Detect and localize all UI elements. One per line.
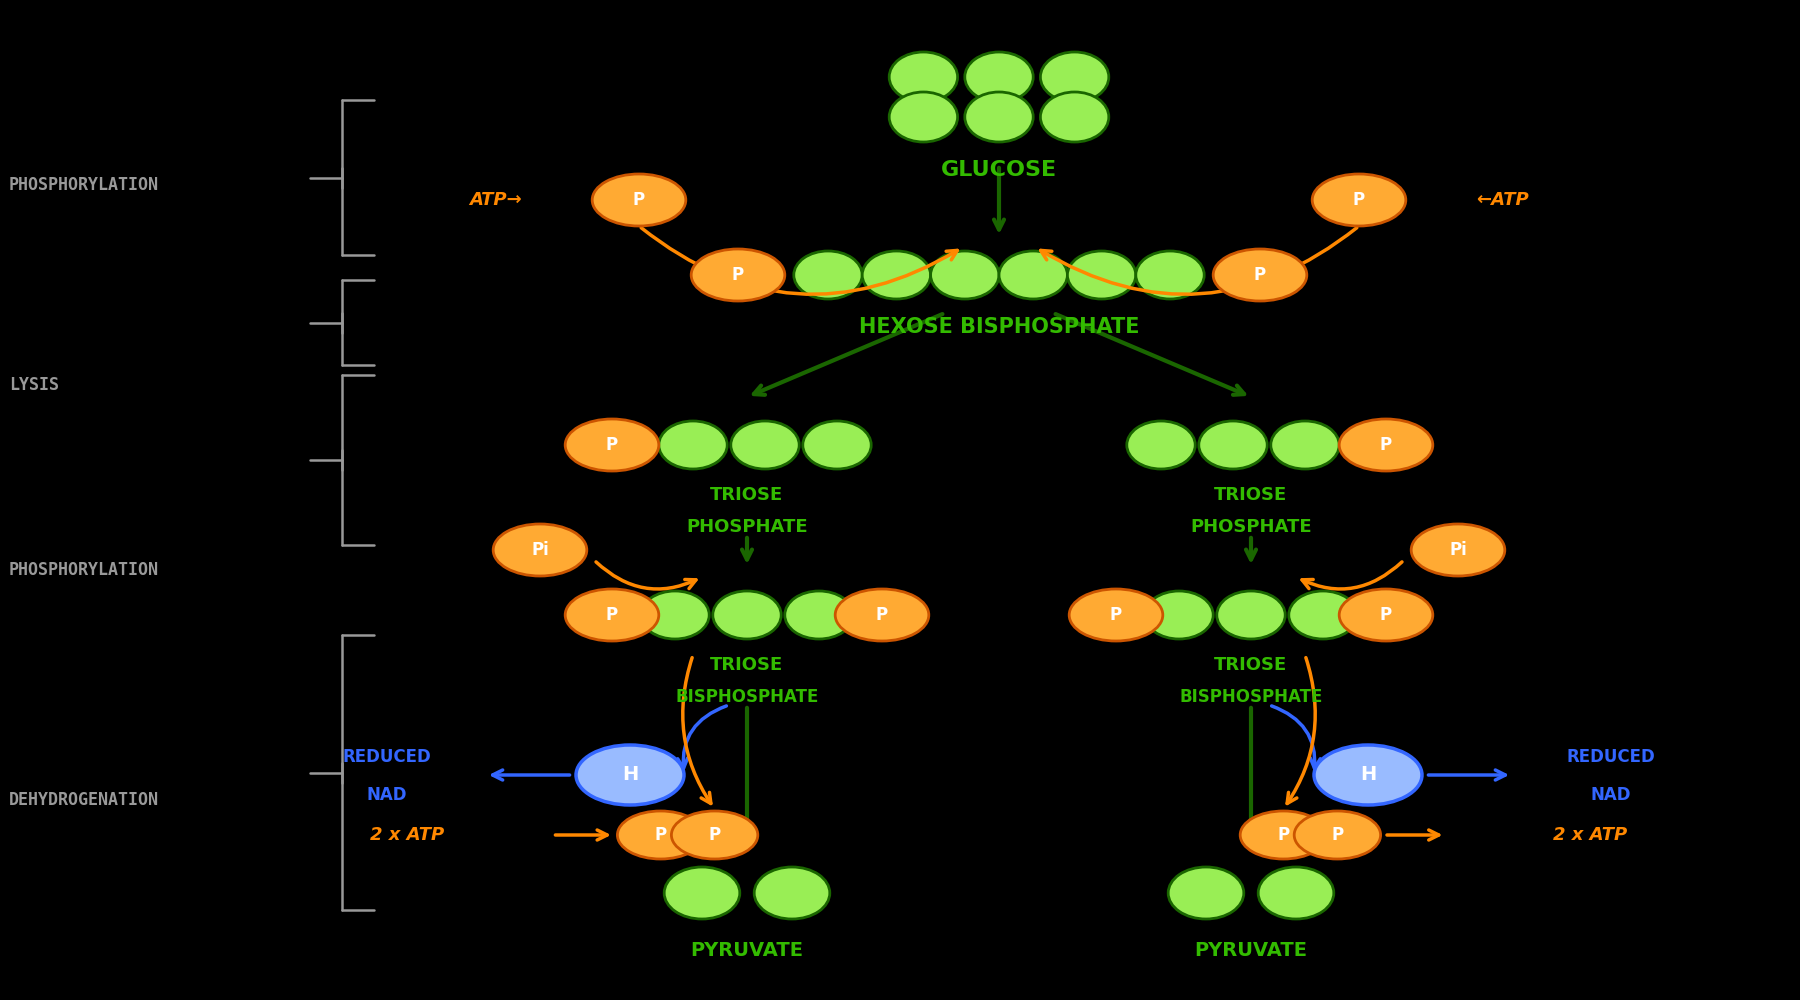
Text: 2 x ATP: 2 x ATP bbox=[371, 826, 445, 844]
Text: GLUCOSE: GLUCOSE bbox=[941, 160, 1057, 180]
Ellipse shape bbox=[999, 251, 1067, 299]
Text: REDUCED: REDUCED bbox=[342, 748, 432, 766]
Circle shape bbox=[1339, 419, 1433, 471]
Text: P: P bbox=[733, 266, 743, 284]
Ellipse shape bbox=[1258, 867, 1334, 919]
Text: PHOSPHATE: PHOSPHATE bbox=[1190, 518, 1312, 536]
Circle shape bbox=[565, 589, 659, 641]
Text: P: P bbox=[607, 436, 617, 454]
Circle shape bbox=[1069, 589, 1163, 641]
Text: P: P bbox=[877, 606, 887, 624]
Circle shape bbox=[576, 745, 684, 805]
Ellipse shape bbox=[659, 421, 727, 469]
Text: PHOSPHATE: PHOSPHATE bbox=[686, 518, 808, 536]
Circle shape bbox=[1294, 811, 1381, 859]
Ellipse shape bbox=[889, 52, 958, 102]
Circle shape bbox=[1411, 524, 1505, 576]
Ellipse shape bbox=[862, 251, 931, 299]
Text: H: H bbox=[621, 766, 639, 784]
Text: PYRUVATE: PYRUVATE bbox=[691, 940, 803, 960]
Text: P: P bbox=[1381, 436, 1391, 454]
Ellipse shape bbox=[713, 591, 781, 639]
Ellipse shape bbox=[1040, 52, 1109, 102]
Text: P: P bbox=[1111, 606, 1121, 624]
Circle shape bbox=[592, 174, 686, 226]
Ellipse shape bbox=[965, 52, 1033, 102]
Ellipse shape bbox=[1217, 591, 1285, 639]
Text: NAD: NAD bbox=[1591, 786, 1631, 804]
Text: ATP→: ATP→ bbox=[470, 191, 522, 209]
Ellipse shape bbox=[664, 867, 740, 919]
Text: ←ATP: ←ATP bbox=[1476, 191, 1528, 209]
Text: Pi: Pi bbox=[1449, 541, 1467, 559]
Text: H: H bbox=[1359, 766, 1377, 784]
Ellipse shape bbox=[1199, 421, 1267, 469]
Text: 2 x ATP: 2 x ATP bbox=[1553, 826, 1627, 844]
Text: TRIOSE: TRIOSE bbox=[711, 656, 783, 674]
Circle shape bbox=[1314, 745, 1422, 805]
Ellipse shape bbox=[931, 251, 999, 299]
Text: REDUCED: REDUCED bbox=[1566, 748, 1656, 766]
Text: P: P bbox=[1278, 826, 1289, 844]
Ellipse shape bbox=[1067, 251, 1136, 299]
Text: TRIOSE: TRIOSE bbox=[1215, 656, 1287, 674]
Text: DEHYDROGENATION: DEHYDROGENATION bbox=[9, 791, 158, 809]
Circle shape bbox=[1339, 589, 1433, 641]
Ellipse shape bbox=[1136, 251, 1204, 299]
Text: P: P bbox=[1381, 606, 1391, 624]
Text: BISPHOSPHATE: BISPHOSPHATE bbox=[675, 688, 819, 706]
Ellipse shape bbox=[889, 92, 958, 142]
Circle shape bbox=[671, 811, 758, 859]
Ellipse shape bbox=[1127, 421, 1195, 469]
Text: P: P bbox=[1332, 826, 1343, 844]
Text: PYRUVATE: PYRUVATE bbox=[1195, 940, 1307, 960]
Ellipse shape bbox=[1168, 867, 1244, 919]
Text: P: P bbox=[655, 826, 666, 844]
Ellipse shape bbox=[803, 421, 871, 469]
Text: P: P bbox=[634, 191, 644, 209]
Text: P: P bbox=[1354, 191, 1364, 209]
Text: PHOSPHORYLATION: PHOSPHORYLATION bbox=[9, 561, 158, 579]
Text: P: P bbox=[709, 826, 720, 844]
Circle shape bbox=[1213, 249, 1307, 301]
Text: PHOSPHORYLATION: PHOSPHORYLATION bbox=[9, 176, 158, 194]
Ellipse shape bbox=[731, 421, 799, 469]
Circle shape bbox=[493, 524, 587, 576]
Text: LYSIS: LYSIS bbox=[9, 376, 59, 394]
Ellipse shape bbox=[785, 591, 853, 639]
Text: P: P bbox=[1255, 266, 1265, 284]
Text: TRIOSE: TRIOSE bbox=[1215, 486, 1287, 504]
Text: BISPHOSPHATE: BISPHOSPHATE bbox=[1179, 688, 1323, 706]
Ellipse shape bbox=[794, 251, 862, 299]
Circle shape bbox=[691, 249, 785, 301]
Ellipse shape bbox=[965, 92, 1033, 142]
Circle shape bbox=[1312, 174, 1406, 226]
Circle shape bbox=[565, 419, 659, 471]
Circle shape bbox=[835, 589, 929, 641]
Ellipse shape bbox=[1145, 591, 1213, 639]
Ellipse shape bbox=[1040, 92, 1109, 142]
Circle shape bbox=[617, 811, 704, 859]
Text: TRIOSE: TRIOSE bbox=[711, 486, 783, 504]
Ellipse shape bbox=[1289, 591, 1357, 639]
Ellipse shape bbox=[1271, 421, 1339, 469]
Circle shape bbox=[1240, 811, 1327, 859]
Text: HEXOSE BISPHOSPHATE: HEXOSE BISPHOSPHATE bbox=[859, 317, 1139, 337]
Text: Pi: Pi bbox=[531, 541, 549, 559]
Ellipse shape bbox=[641, 591, 709, 639]
Text: P: P bbox=[607, 606, 617, 624]
Ellipse shape bbox=[754, 867, 830, 919]
Text: NAD: NAD bbox=[367, 786, 407, 804]
